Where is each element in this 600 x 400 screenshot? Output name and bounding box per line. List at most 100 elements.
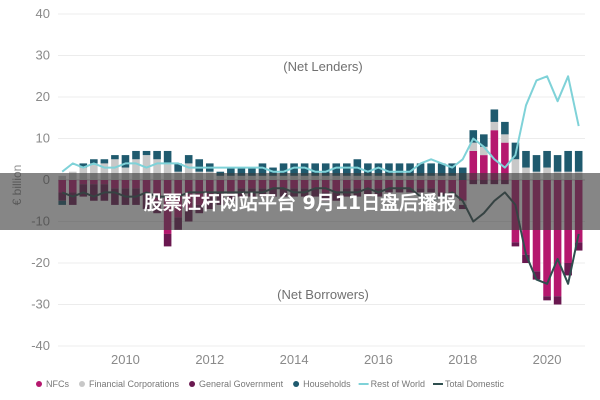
bar-households <box>564 150 572 172</box>
bar-households <box>132 150 140 160</box>
bar-general-government <box>574 242 583 251</box>
bar-households <box>321 163 330 176</box>
bar-general-government <box>564 263 572 276</box>
bar-financial-corporations <box>90 163 98 180</box>
bar-financial-corporations <box>501 134 509 143</box>
bar-general-government <box>511 242 520 247</box>
bar-general-government <box>532 271 541 280</box>
bar-financial-corporations <box>511 159 520 180</box>
legend-label-financial-corporations: Financial Corporations <box>89 379 180 389</box>
bar-financial-corporations <box>490 121 499 131</box>
bar-households <box>90 159 98 164</box>
bar-general-government <box>163 233 172 247</box>
bar-financial-corporations <box>153 159 161 180</box>
bar-households <box>448 163 456 176</box>
bar-nfcs <box>501 142 509 180</box>
annotation-net-lenders: (Net Lenders) <box>283 59 362 74</box>
x-tick-label: 2014 <box>280 352 309 367</box>
bar-general-government <box>553 296 562 305</box>
legend-marker-households <box>293 381 300 387</box>
bar-financial-corporations <box>480 146 488 156</box>
bar-nfcs <box>553 180 562 297</box>
annotation-net-borrowers: (Net Borrowers) <box>277 287 369 302</box>
legend-label-rest-of-world: Rest of World <box>371 379 425 389</box>
y-tick-label: 40 <box>36 6 50 21</box>
bar-households <box>227 167 235 176</box>
bar-households <box>300 163 309 176</box>
legend: NFCs Financial Corporations General Govern… <box>36 379 505 389</box>
bar-households <box>332 163 341 176</box>
bar-general-government <box>522 254 530 263</box>
bar-households <box>184 155 193 164</box>
bar-households <box>574 150 583 172</box>
y-tick-label: -40 <box>31 338 50 353</box>
bar-households <box>195 159 204 172</box>
bar-households <box>522 150 530 168</box>
y-tick-label: 20 <box>36 89 50 104</box>
bar-households <box>374 163 383 176</box>
bar-households <box>427 163 435 176</box>
bar-households <box>469 130 478 143</box>
legend-label-households: Households <box>303 379 351 389</box>
bar-households <box>174 163 182 172</box>
bar-financial-corporations <box>469 142 478 151</box>
bar-households <box>279 163 288 176</box>
bar-households <box>343 163 351 176</box>
legend-label-total-domestic: Total Domestic <box>445 379 505 389</box>
bar-households <box>100 159 109 164</box>
legend-marker-financial-corporations <box>79 381 85 387</box>
bar-households <box>153 150 161 160</box>
overlay-title: 股票杠杆网站平台 9月11日盘后播报 <box>144 191 456 214</box>
legend-marker-general-government <box>189 381 196 387</box>
bar-households <box>311 163 319 176</box>
bar-nfcs <box>543 180 551 297</box>
bar-households <box>121 155 130 168</box>
bar-households <box>416 163 425 176</box>
bar-households <box>237 167 246 176</box>
x-tick-label: 2010 <box>111 352 140 367</box>
bar-households <box>490 109 499 122</box>
bar-nfcs <box>490 130 499 180</box>
bar-households <box>385 163 393 176</box>
y-tick-label: -20 <box>31 255 50 270</box>
x-axis-ticks: 2010 2012 2014 2016 2018 2020 <box>111 352 562 367</box>
bar-households <box>480 134 488 147</box>
bar-nfcs <box>469 150 478 180</box>
bar-financial-corporations <box>163 163 172 180</box>
bar-nfcs <box>480 155 488 180</box>
legend-label-nfcs: NFCs <box>46 379 69 389</box>
bar-households <box>532 155 541 172</box>
bar-households <box>543 150 551 168</box>
line-rest-of-world <box>61 75 580 173</box>
bar-households <box>290 163 298 176</box>
bar-general-government <box>543 296 551 301</box>
x-tick-label: 2018 <box>448 352 477 367</box>
bar-households <box>163 150 172 164</box>
y-tick-label: 10 <box>36 131 50 146</box>
y-tick-label: 30 <box>36 48 50 63</box>
bar-households <box>501 121 509 135</box>
bar-households <box>406 163 414 176</box>
legend-marker-nfcs <box>36 381 42 387</box>
bar-households <box>258 163 267 176</box>
bar-financial-corporations <box>184 163 193 180</box>
bar-financial-corporations <box>132 159 140 180</box>
bar-financial-corporations <box>111 159 119 180</box>
bar-households <box>79 163 88 168</box>
overlay-banner <box>0 173 600 230</box>
bar-households <box>364 163 372 176</box>
bar-households <box>248 167 256 176</box>
x-tick-label: 2016 <box>364 352 393 367</box>
bar-households <box>553 155 562 172</box>
y-tick-label: -30 <box>31 297 50 312</box>
bar-households <box>437 163 446 176</box>
legend-label-general-government: General Government <box>199 379 284 389</box>
bar-financial-corporations <box>100 163 109 180</box>
bar-households <box>142 150 151 156</box>
x-tick-label: 2020 <box>533 352 562 367</box>
bar-households <box>395 163 404 176</box>
bar-households <box>111 155 119 160</box>
x-tick-label: 2012 <box>195 352 224 367</box>
